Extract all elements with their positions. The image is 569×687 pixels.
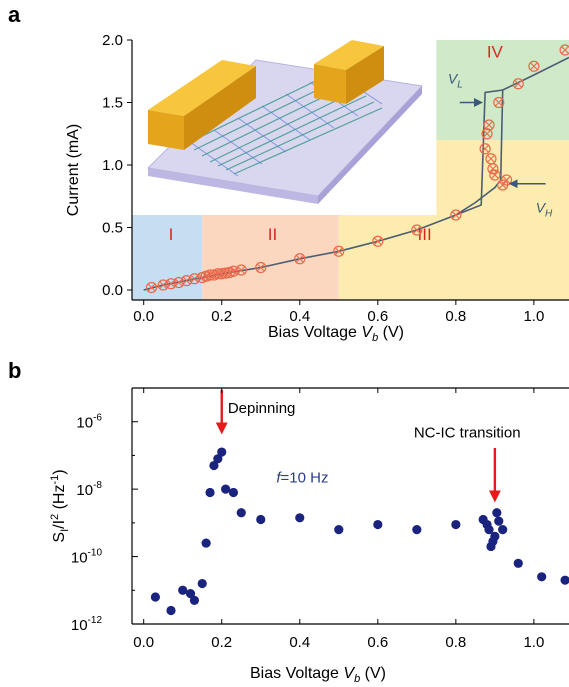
current-marker: [333, 245, 345, 257]
y-axis-title: Current (mA): [65, 124, 82, 216]
current-marker: [483, 119, 495, 131]
current-marker: [294, 253, 306, 265]
noise-point: [256, 514, 266, 525]
frequency-label: f=10 Hz: [276, 469, 328, 486]
noise-point: [484, 525, 494, 535]
noise-point: [217, 447, 227, 457]
device-schematic-icon: [132, 40, 436, 206]
x-tick-label: 0.2: [211, 634, 232, 651]
noise-point: [205, 487, 215, 498]
y-tick-label: 10-6: [76, 413, 102, 432]
current-marker: [411, 224, 423, 236]
x-tick-label: 0.0: [133, 308, 154, 325]
noise-point: [412, 525, 422, 535]
curve-backward-sweep: [455, 89, 503, 216]
noise-point: [185, 589, 196, 599]
current-marker: [450, 209, 462, 221]
noise-point: [178, 585, 188, 595]
noise-point: [197, 578, 207, 589]
y-tick-label: 2.0: [102, 32, 123, 49]
noise-annotations: Depinning NC-IC transition f=10 Hz: [215, 390, 521, 503]
noise-point: [213, 454, 223, 464]
current-marker: [493, 96, 505, 109]
panel-b-axes: 0.0 0.2 0.4 0.6 0.8 1.0 10-12 10-10 10-8 10-6 Bias…: [49, 387, 569, 685]
panel-a-axes: 0.0 0.2 0.4 0.6 0.8 1.0 0.0 0.5 1.0 1.5 2.0 Bias Vo…: [65, 32, 569, 344]
current-marker: [489, 169, 501, 181]
x-tick-label: 0.2: [211, 308, 232, 325]
y-tick-label: 1.5: [102, 95, 123, 112]
region-ii: [202, 215, 339, 300]
current-marker: [559, 44, 569, 56]
noise-point: [166, 605, 176, 616]
current-marker: [188, 273, 201, 285]
noise-point: [494, 516, 504, 526]
noise-point: [228, 487, 239, 498]
noise-point: [221, 484, 231, 494]
noise-point: [513, 558, 523, 568]
y-tick-label: 1.0: [102, 157, 123, 174]
x-tick-label: 0.4: [289, 308, 310, 325]
x-tick-label: 0.4: [289, 634, 310, 651]
noise-point: [209, 460, 219, 471]
current-marker: [372, 235, 384, 247]
noise-point: [560, 575, 569, 585]
noise-point: [295, 513, 305, 523]
transition-label: NC-IC transition: [414, 424, 521, 441]
current-marker: [145, 281, 158, 294]
current-marker: [528, 60, 540, 72]
y-tick-label: 0.0: [102, 282, 123, 299]
y-tick-label: 10-12: [71, 615, 103, 634]
noise-point: [492, 508, 502, 518]
current-marker: [512, 78, 524, 90]
noise-point: [490, 531, 500, 541]
noise-point: [373, 519, 383, 530]
x-tick-label: 1.0: [523, 308, 544, 325]
x-tick-label: 0.6: [367, 634, 388, 651]
y-tick-label: 0.5: [102, 220, 123, 237]
noise-point: [498, 525, 508, 535]
noise-point: [150, 592, 161, 602]
current-marker: [255, 261, 267, 274]
noise-point: [236, 508, 246, 518]
noise-point: [189, 595, 200, 606]
panel-b-label: b: [8, 358, 21, 383]
noise-point: [451, 519, 461, 530]
region-iii: [338, 215, 569, 300]
noise-point: [201, 538, 211, 548]
noise-point: [537, 572, 547, 582]
x-tick-label: 0.6: [367, 308, 388, 325]
y-tick-label: 10-8: [76, 480, 102, 499]
x-axis-title: Bias Voltage Vb (V): [250, 665, 386, 685]
depinning-label: Depinning: [228, 400, 296, 417]
region-label-i: I: [169, 225, 174, 244]
region-label-iii: III: [418, 225, 432, 244]
current-marker: [479, 143, 491, 155]
panel-a-label: a: [8, 2, 21, 27]
current-data-markers: [145, 44, 569, 294]
region-label-ii: II: [268, 225, 277, 244]
x-axis-title: Bias Voltage Vb (V): [268, 324, 404, 344]
y-axis-title: SI/I2 (Hz-1): [49, 469, 71, 542]
current-marker: [481, 128, 493, 140]
current-marker: [235, 264, 247, 276]
noise-point: [334, 525, 344, 535]
x-tick-label: 0.0: [133, 634, 154, 651]
x-tick-label: 0.8: [445, 634, 466, 651]
x-tick-label: 1.0: [523, 634, 544, 651]
y-tick-label: 10-10: [71, 548, 103, 567]
x-tick-label: 0.8: [445, 308, 466, 325]
noise-data-points: [150, 447, 569, 616]
region-label-iv: IV: [487, 43, 504, 62]
